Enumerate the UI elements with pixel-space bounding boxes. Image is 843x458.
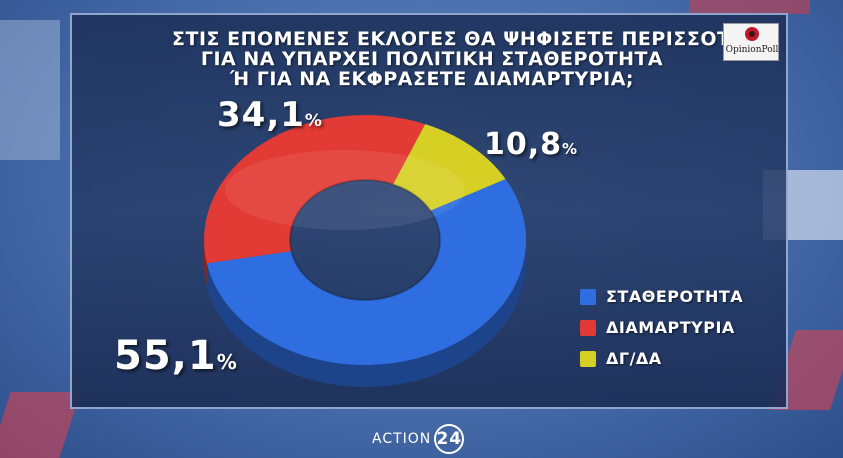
brand-name: ACTION [372, 431, 432, 447]
background-decoration [690, 0, 810, 14]
chart-panel: ΣΤΙΣ ΕΠΟΜΕΝΕΣ ΕΚΛΟΓΕΣ ΘΑ ΨΗΦΙΣΕΤΕ ΠΕΡΙΣΣ… [70, 13, 788, 409]
slice-value-label: 34,1% [217, 95, 322, 135]
donut-slice [203, 114, 426, 264]
chart-title: ΣΤΙΣ ΕΠΟΜΕΝΕΣ ΕΚΛΟΓΕΣ ΘΑ ΨΗΦΙΣΕΤΕ ΠΕΡΙΣΣ… [172, 28, 775, 90]
donut-highlight [225, 150, 465, 230]
slice-value-label: 55,1% [114, 333, 237, 379]
opinion-poll-logo: OpinionPoll [723, 23, 779, 61]
slice-value-label: 10,8% [484, 127, 578, 162]
legend-label: ΔΙΑΜΑΡΤΥΡΙΑ [606, 318, 735, 337]
donut-slice [206, 179, 526, 366]
legend-item: ΔΙΑΜΑΡΤΥΡΙΑ [580, 312, 743, 343]
background-decoration [0, 20, 60, 160]
donut-hole [289, 179, 441, 301]
chart-legend: ΣΤΑΘΕΡΟΤΗΤΑ ΔΙΑΜΑΡΤΥΡΙΑ ΔΓ/ΔΑ [580, 281, 743, 374]
logo-dot-icon [745, 27, 759, 41]
legend-swatch [580, 288, 596, 305]
title-line: Ή ΓΙΑ ΝΑ ΕΚΦΡΑΣΕΤΕ ΔΙΑΜΑΡΤΥΡΙΑ; [229, 68, 635, 90]
legend-label: ΔΓ/ΔΑ [606, 349, 662, 368]
title-line: ΣΤΙΣ ΕΠΟΜΕΝΕΣ ΕΚΛΟΓΕΣ ΘΑ ΨΗΦΙΣΕΤΕ ΠΕΡΙΣΣ… [172, 28, 775, 50]
donut-chart [203, 114, 526, 387]
logo-text: OpinionPoll [725, 45, 779, 55]
legend-label: ΣΤΑΘΕΡΟΤΗΤΑ [606, 287, 744, 306]
title-line: ΓΙΑ ΝΑ ΥΠΑΡΧΕΙ ΠΟΛΙΤΙΚΗ ΣΤΑΘΕΡΟΤΗΤΑ [200, 48, 664, 70]
action24-logo: ACTION 24 [372, 424, 465, 454]
legend-swatch [580, 319, 596, 336]
legend-item: ΔΓ/ΔΑ [580, 343, 743, 374]
legend-item: ΣΤΑΘΕΡΟΤΗΤΑ [580, 281, 743, 312]
legend-swatch [580, 350, 596, 367]
donut-slice-side [206, 240, 526, 387]
donut-slice-side [204, 240, 207, 286]
donut-slice [393, 124, 506, 211]
brand-number: 24 [434, 424, 465, 454]
background-decoration [0, 392, 81, 458]
